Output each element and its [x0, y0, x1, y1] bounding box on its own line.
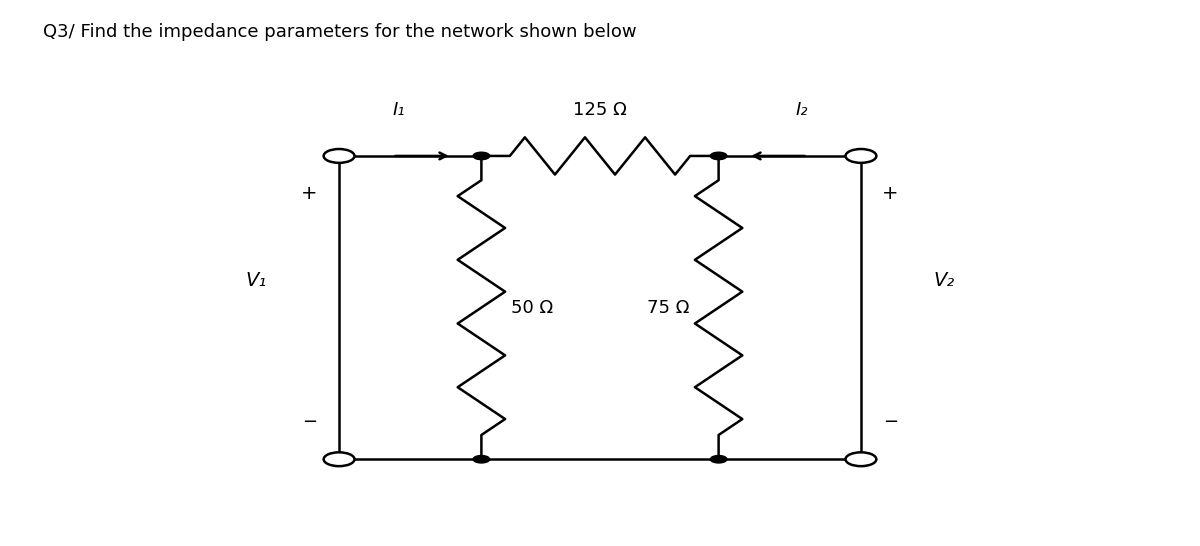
Circle shape [324, 452, 354, 466]
Text: V₁: V₁ [246, 271, 266, 290]
Text: I₁: I₁ [392, 100, 404, 118]
Circle shape [846, 149, 876, 163]
Text: I₂: I₂ [796, 100, 808, 118]
Circle shape [710, 152, 727, 159]
Text: +: + [301, 183, 318, 203]
Text: −: − [883, 413, 898, 431]
Text: 50 Ω: 50 Ω [511, 299, 553, 317]
Text: Q3/ Find the impedance parameters for the network shown below: Q3/ Find the impedance parameters for th… [42, 23, 636, 41]
Circle shape [473, 152, 490, 159]
Text: 125 Ω: 125 Ω [574, 100, 626, 118]
Circle shape [846, 452, 876, 466]
Text: 75 Ω: 75 Ω [647, 299, 689, 317]
Circle shape [710, 455, 727, 463]
Text: V₂: V₂ [934, 271, 954, 290]
Circle shape [324, 149, 354, 163]
Circle shape [473, 455, 490, 463]
Text: −: − [302, 413, 317, 431]
Text: +: + [882, 183, 899, 203]
